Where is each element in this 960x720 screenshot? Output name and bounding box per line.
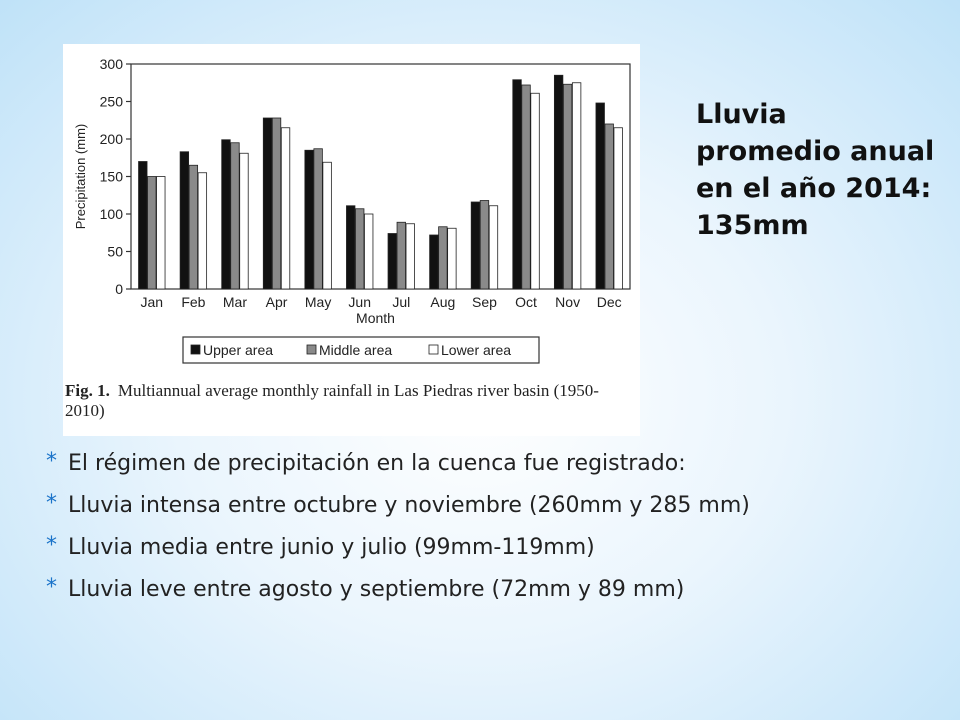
legend-swatch [190, 344, 201, 355]
bar-lower-area [613, 127, 623, 290]
bar-upper-area [512, 79, 522, 290]
legend-swatch [428, 344, 439, 355]
bar-lower-area [488, 205, 499, 290]
bullet-list: * El régimen de precipitación en la cuenc… [44, 448, 944, 616]
bar-middle-area [521, 84, 531, 290]
bullet-marker: * [46, 449, 57, 474]
bullet-item: * El régimen de precipitación en la cuenc… [44, 448, 944, 479]
x-tick-label: Mar [223, 294, 247, 310]
legend-swatch [306, 344, 317, 355]
bullet-text: Lluvia intensa entre octubre y noviembre… [68, 493, 750, 518]
bar-middle-area [188, 164, 199, 290]
bullet-text: El régimen de precipitación en la cuenca… [68, 451, 686, 476]
y-axis-label: Precipitation (mm) [73, 124, 88, 229]
bar-lower-area [239, 152, 249, 290]
bar-middle-area [604, 123, 614, 290]
bar-lower-area [364, 213, 374, 290]
bar-upper-area [221, 139, 231, 290]
legend-box [182, 336, 540, 364]
legend-label: Middle area [319, 342, 392, 358]
bar-upper-area [304, 149, 314, 290]
bar-lower-area [530, 92, 540, 290]
bar-lower-area [280, 127, 291, 290]
legend-label: Upper area [203, 342, 273, 358]
x-tick-label: May [305, 294, 331, 310]
bar-middle-area [396, 221, 406, 290]
bar-middle-area [313, 148, 323, 290]
bar-upper-area [179, 151, 190, 290]
bar-upper-area [553, 74, 564, 290]
x-tick-label: Jul [392, 294, 410, 310]
rainfall-bar-chart: 0 50 100 150 200 250 300 Precipitation (mm) Jan F… [73, 56, 631, 364]
bar-lower-area [156, 176, 166, 290]
bar-middle-area [562, 83, 573, 290]
x-tick-label: Aug [430, 294, 455, 310]
bar-middle-area [147, 176, 157, 290]
bar-lower-area [197, 172, 208, 290]
x-tick-label: Jan [141, 294, 164, 310]
bar-middle-area [355, 208, 365, 290]
side-title: Lluvia promedio anual en el año 2014: 13… [696, 99, 935, 241]
bar-lower-area [447, 227, 457, 290]
y-tick-label: 250 [100, 94, 124, 110]
y-tick-label: 50 [107, 244, 123, 260]
bar-upper-area [346, 205, 356, 290]
figure-caption: Fig. 1. Multiannual average monthly rainf… [65, 381, 637, 421]
x-axis-label: Month [356, 310, 395, 326]
figure-caption-label: Fig. 1. [65, 381, 110, 400]
bullet-marker: * [46, 491, 57, 516]
bullet-text: Lluvia media entre junio y julio (99mm-1… [68, 535, 595, 560]
bullet-text: Lluvia leve entre agosto y septiembre (7… [68, 577, 685, 602]
y-tick-label: 300 [100, 56, 124, 72]
bar-middle-area [479, 200, 490, 290]
x-tick-label: Dec [597, 294, 622, 310]
bar-upper-area [138, 161, 148, 290]
x-tick-label: Feb [181, 294, 205, 310]
x-tick-label: Sep [472, 294, 497, 310]
bullet-marker: * [46, 575, 57, 600]
bullet-marker: * [46, 533, 57, 558]
x-tick-label: Nov [555, 294, 580, 310]
y-tick-label: 0 [115, 281, 123, 297]
bar-lower-area [571, 82, 582, 290]
figure-caption-text: Multiannual average monthly rainfall in … [65, 381, 599, 420]
x-tick-label: Apr [266, 294, 288, 310]
y-tick-label: 150 [100, 169, 124, 185]
bar-upper-area [262, 117, 273, 290]
bar-lower-area [405, 223, 415, 290]
x-tick-label: Oct [515, 294, 537, 310]
bullet-item: * Lluvia intensa entre octubre y noviembr… [44, 490, 944, 521]
bar-lower-area [322, 161, 332, 290]
figure-panel: 0 50 100 150 200 250 300 Precipitation (mm) Jan F… [63, 44, 640, 436]
bar-upper-area [387, 233, 397, 290]
legend-label: Lower area [441, 342, 511, 358]
x-tick-label: Jun [348, 294, 371, 310]
y-tick-label: 200 [100, 131, 124, 147]
bar-upper-area [595, 102, 605, 290]
bar-middle-area [438, 226, 448, 290]
bar-upper-area [429, 234, 439, 290]
y-tick-label: 100 [100, 206, 124, 222]
bullet-item: * Lluvia leve entre agosto y septiembre (… [44, 574, 944, 605]
bar-middle-area [230, 142, 240, 290]
bar-upper-area [470, 201, 481, 290]
bullet-item: * Lluvia media entre junio y julio (99mm-… [44, 532, 944, 563]
bar-middle-area [271, 117, 282, 290]
